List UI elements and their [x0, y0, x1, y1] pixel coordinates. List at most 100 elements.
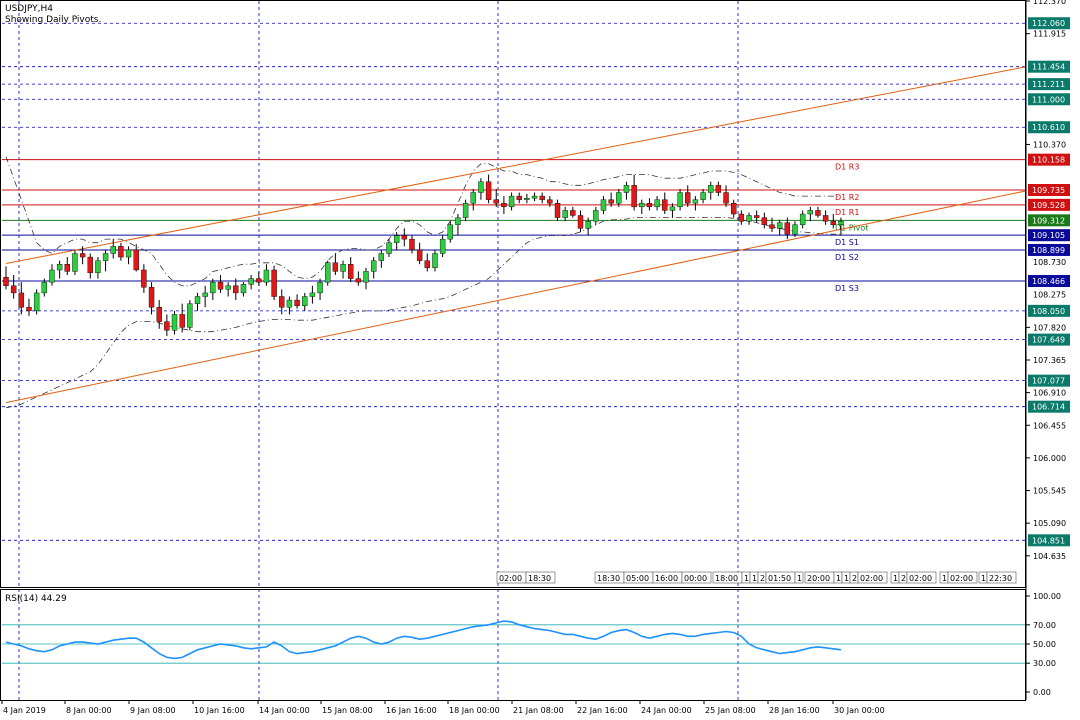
candle-body	[294, 299, 300, 307]
marker-label: 2	[852, 574, 857, 583]
candle-body	[102, 253, 109, 261]
marker-box	[681, 571, 712, 584]
level-label-box	[1028, 304, 1070, 317]
candle-body	[554, 203, 561, 218]
candle-body	[194, 296, 201, 304]
candle-body	[49, 269, 55, 283]
time-tick-label: 10 Jan 16:00	[194, 706, 245, 715]
marker-label: 1	[844, 574, 849, 583]
level-label: 107.649	[1032, 336, 1065, 345]
level-label-box	[1028, 121, 1070, 134]
level-label: 110.610	[1032, 123, 1065, 132]
level-label: 111.000	[1032, 95, 1065, 104]
price-tick-label: 108.275	[1033, 291, 1066, 300]
price-panel-frame	[0, 0, 1026, 588]
band-line	[5, 217, 841, 409]
pivot-label: D1 S1	[835, 238, 859, 247]
price-tick-label: 107.365	[1033, 356, 1066, 365]
candle-body	[225, 285, 231, 290]
marker-box	[906, 571, 937, 584]
candle-body	[531, 195, 538, 199]
candle-body	[639, 203, 645, 208]
candle-body	[677, 192, 683, 208]
time-tick-label: 4 Jan 2019	[3, 706, 46, 715]
candle-body	[378, 253, 385, 261]
marker-label: 18:30	[597, 574, 620, 583]
candle-body	[110, 246, 116, 254]
marker-label: 18:30	[528, 574, 551, 583]
candle-body	[233, 285, 239, 294]
pivot-label: D1 R3	[835, 163, 859, 172]
candle-body	[95, 260, 101, 274]
candle-body	[662, 199, 668, 211]
time-tick-label: 28 Jan 16:00	[769, 706, 820, 715]
level-label-box	[1028, 400, 1070, 413]
time-tick-label: 16 Jan 16:00	[386, 706, 437, 715]
candle-body	[393, 235, 400, 243]
candle-body	[217, 281, 224, 290]
chart-subtitle: Showing Daily Pivots.	[5, 15, 101, 25]
trend-line	[5, 66, 1026, 265]
price-tick-label: 106.455	[1033, 421, 1066, 430]
marker-label: 1	[797, 574, 802, 583]
time-axis: 4 Jan 2019 8 Jan 00:00 9 Jan 08:00 10 Jan 1…	[1, 700, 885, 715]
candle-body	[616, 192, 622, 204]
candle-body	[363, 271, 369, 283]
pivot-label: D1 S2	[835, 253, 859, 262]
candle-body	[455, 217, 461, 225]
time-tick-label: 18 Jan 00:00	[449, 706, 500, 715]
candle-body	[187, 303, 193, 328]
level-label-box	[1028, 333, 1070, 346]
candle-body	[141, 269, 147, 288]
time-tick-label: 8 Jan 00:00	[66, 706, 112, 715]
candle-body	[708, 185, 714, 193]
level-label-box	[1028, 17, 1070, 30]
level-label-box	[1028, 93, 1070, 106]
candle-body	[332, 262, 339, 272]
candle-body	[156, 307, 162, 322]
marker-label: 2	[901, 574, 906, 583]
candle-body	[317, 281, 323, 294]
candle-body	[64, 264, 70, 272]
candle-body	[685, 192, 691, 204]
time-tick-label: 30 Jan 00:00	[834, 706, 885, 715]
candle-body	[822, 215, 829, 222]
level-label: 108.466	[1032, 277, 1065, 286]
level-label-box	[1028, 183, 1070, 196]
level-label-box	[1028, 153, 1070, 166]
candle-body	[210, 281, 216, 294]
rsi-tick-label: 30.00	[1033, 659, 1056, 668]
marker-label: 18	[942, 574, 952, 583]
level-label: 107.077	[1032, 377, 1065, 386]
marker-box	[794, 571, 804, 584]
pivot-label: D1 R1	[835, 208, 859, 217]
level-label: 110.158	[1032, 156, 1065, 165]
candle-body	[125, 249, 132, 258]
candle-body	[340, 264, 346, 272]
price-tick-label: 107.820	[1033, 323, 1066, 332]
level-label-box	[1028, 229, 1070, 242]
candle-body	[715, 185, 722, 193]
marker-label: 17	[981, 574, 991, 583]
level-label-box	[1028, 243, 1070, 256]
pivot-label: D1 Pivot	[835, 223, 868, 232]
price-tick-label: 111.915	[1033, 30, 1066, 39]
price-axis: 112.370 111.915 110.370 107.820 107.365 106.9…	[1025, 0, 1070, 700]
pivot-lines: D1 R3 D1 R2 D1 R1 D1 Pivot D1 S1 D1 S2 D1 S3	[2, 159, 1025, 293]
level-label-box	[1028, 275, 1070, 288]
candle-body	[815, 210, 821, 216]
price-tick-label: 106.000	[1033, 454, 1066, 463]
candle-body	[302, 296, 308, 307]
candle-body	[501, 203, 507, 208]
level-label: 109.105	[1032, 231, 1065, 240]
level-label-box	[1028, 534, 1070, 547]
candle-body	[593, 210, 599, 222]
price-tick-label: 106.910	[1033, 389, 1066, 398]
candle-body	[286, 299, 293, 308]
candle-body	[547, 199, 553, 204]
candle-body	[646, 203, 653, 208]
candle-body	[424, 260, 430, 269]
candle-body	[585, 220, 591, 229]
candle-body	[325, 262, 331, 283]
